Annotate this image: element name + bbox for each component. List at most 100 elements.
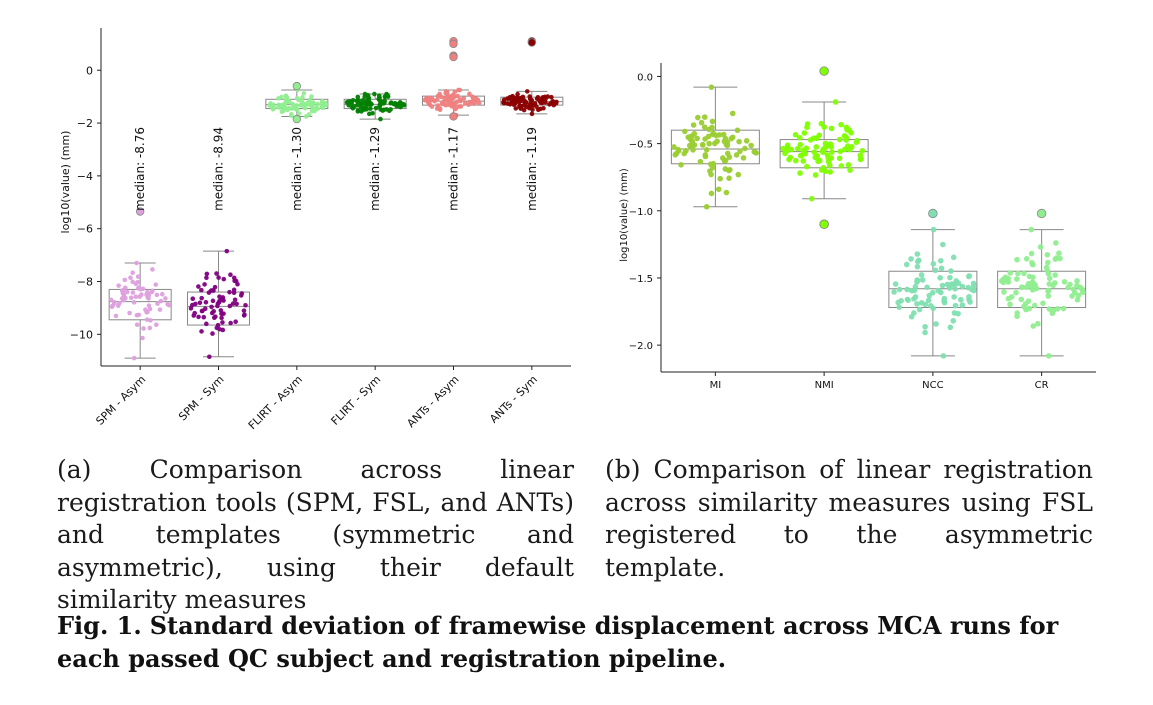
swarm-point bbox=[698, 119, 705, 126]
median-annotation: median: -8.76 bbox=[133, 127, 147, 211]
swarm-point bbox=[726, 167, 732, 174]
swarm-point bbox=[354, 103, 360, 108]
swarm-point bbox=[233, 278, 239, 284]
swarm-point bbox=[793, 157, 799, 164]
swarm-point bbox=[125, 289, 130, 295]
swarm-point bbox=[1033, 285, 1040, 292]
swarm-point bbox=[355, 109, 361, 114]
swarm-point bbox=[891, 289, 897, 295]
swarm-point bbox=[847, 167, 853, 173]
swarm-point bbox=[797, 152, 804, 159]
swarm-point bbox=[671, 144, 677, 150]
swarm-point bbox=[154, 292, 160, 298]
swarm-point bbox=[446, 100, 451, 106]
swarm-point bbox=[358, 101, 364, 107]
swarm-point bbox=[442, 98, 447, 104]
swarm-point bbox=[932, 267, 939, 274]
chart-a: 0 −2 −4 −6 −8 −10 SPM - Asym SPM - Sym FLIRT - A… bbox=[59, 28, 571, 432]
x-tick-label: FLIRT - Sym bbox=[329, 373, 384, 428]
swarm-point bbox=[828, 125, 835, 132]
swarm-point bbox=[216, 299, 222, 305]
y-tick-label: −1.0 bbox=[629, 207, 653, 218]
swarm-point bbox=[1014, 313, 1020, 320]
swarm-point bbox=[784, 144, 791, 150]
swarm-point bbox=[814, 135, 820, 142]
swarm-point bbox=[740, 155, 747, 161]
x-tick-label: MI bbox=[710, 380, 722, 391]
swarm-point bbox=[549, 94, 554, 100]
swarm-point bbox=[452, 106, 458, 112]
swarm-point bbox=[944, 281, 951, 288]
swarm-point bbox=[159, 291, 165, 297]
swarm-point bbox=[1005, 279, 1012, 285]
outlier-point bbox=[292, 114, 302, 124]
swarm-point bbox=[1021, 270, 1027, 277]
outlier-point bbox=[292, 81, 302, 91]
swarm-point bbox=[1045, 353, 1052, 359]
swarm-point bbox=[130, 270, 135, 276]
swarm-point bbox=[1007, 301, 1013, 308]
swarm-point bbox=[243, 302, 248, 308]
swarm-point bbox=[699, 142, 706, 148]
swarm-point bbox=[228, 272, 233, 277]
swarm-point bbox=[359, 109, 364, 114]
swarm-point bbox=[115, 303, 121, 309]
swarm-point bbox=[218, 308, 224, 313]
swarm-point bbox=[196, 284, 201, 289]
swarm-point bbox=[133, 294, 139, 299]
swarm-point bbox=[950, 318, 957, 324]
swarm-point bbox=[930, 261, 937, 267]
swarm-point bbox=[929, 289, 936, 296]
swarm-point bbox=[192, 310, 197, 316]
swarm-point bbox=[849, 143, 855, 150]
swarm-point bbox=[135, 286, 141, 291]
swarm-point bbox=[836, 155, 843, 162]
swarm-point bbox=[283, 93, 289, 99]
swarm-point bbox=[914, 263, 921, 270]
swarm-point bbox=[734, 127, 741, 134]
swarm-point bbox=[827, 169, 834, 175]
swarm-point bbox=[691, 130, 698, 137]
swarm-point bbox=[1029, 279, 1036, 286]
swarm-point bbox=[1046, 306, 1053, 312]
swarm-point bbox=[310, 106, 316, 112]
swarm-point bbox=[822, 140, 829, 147]
swarm-point bbox=[726, 175, 732, 181]
swarm-point bbox=[941, 295, 948, 302]
swarm-point bbox=[190, 296, 196, 301]
swarm-point bbox=[458, 98, 463, 104]
swarm-point bbox=[723, 189, 730, 196]
swarm-point bbox=[135, 274, 141, 279]
swarm-point bbox=[1001, 289, 1007, 295]
swarm-point bbox=[1029, 260, 1035, 266]
swarm-point bbox=[914, 277, 921, 283]
swarm-point bbox=[355, 94, 361, 100]
swarm-point bbox=[201, 314, 207, 320]
swarm-point bbox=[452, 103, 457, 109]
y-tick-label: −2.0 bbox=[629, 341, 653, 352]
swarm-point bbox=[143, 307, 148, 312]
swarm-point bbox=[914, 301, 920, 307]
swarm-point bbox=[231, 287, 237, 293]
swarm-point bbox=[426, 101, 432, 107]
swarm-point bbox=[165, 301, 170, 307]
swarm-point bbox=[846, 127, 853, 133]
swarm-point bbox=[202, 282, 207, 287]
swarm-point bbox=[527, 96, 533, 102]
swarm-point bbox=[196, 314, 201, 320]
swarm-point bbox=[1035, 320, 1041, 327]
swarm-point bbox=[232, 297, 238, 303]
swarm-point bbox=[123, 285, 128, 291]
swarm-point bbox=[966, 293, 972, 300]
swarm-point bbox=[1028, 226, 1035, 233]
swarm-point bbox=[824, 152, 831, 158]
swarm-point bbox=[467, 91, 472, 97]
swarm-point bbox=[911, 296, 917, 302]
swarm-point bbox=[216, 275, 221, 280]
swarm-point bbox=[516, 99, 522, 105]
swarm-point bbox=[1045, 259, 1051, 266]
swarm-point bbox=[1056, 250, 1062, 257]
swarm-point bbox=[220, 320, 225, 325]
swarm-point bbox=[538, 98, 543, 104]
swarm-point bbox=[366, 100, 371, 106]
